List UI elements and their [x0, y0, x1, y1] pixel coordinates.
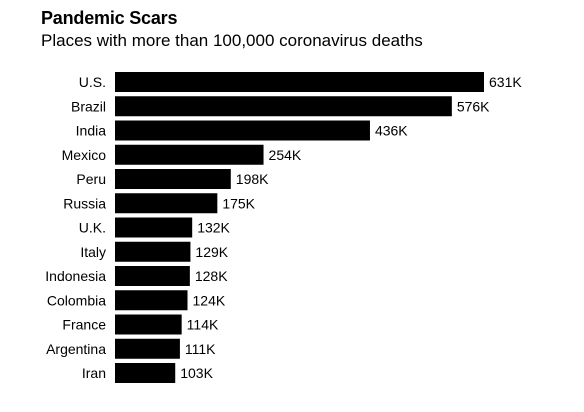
category-label: Russia: [63, 195, 106, 211]
category-label: France: [62, 317, 106, 333]
value-label: 103K: [180, 365, 213, 381]
value-label: 124K: [193, 292, 226, 308]
bar: [115, 120, 370, 141]
bar: [115, 96, 452, 117]
bar: [115, 266, 190, 286]
category-label: Italy: [80, 244, 106, 260]
category-label: Iran: [82, 365, 106, 381]
bar: [115, 169, 231, 189]
bar: [115, 314, 182, 335]
value-label: 129K: [195, 244, 228, 260]
bar: [115, 144, 264, 165]
bar: [115, 193, 218, 214]
value-label: 128K: [195, 268, 228, 284]
value-label: 132K: [197, 220, 230, 236]
category-label: Argentina: [46, 341, 106, 357]
value-label: 576K: [457, 98, 490, 114]
bar: [115, 363, 176, 383]
category-label: Peru: [76, 171, 106, 187]
bar: [115, 290, 188, 311]
chart-title: Pandemic Scars: [41, 8, 178, 28]
category-label: U.K.: [79, 220, 106, 236]
bar: [115, 241, 191, 262]
bar: [115, 217, 193, 238]
value-label: 175K: [222, 195, 255, 211]
category-label: India: [76, 123, 107, 139]
category-label: Colombia: [47, 292, 106, 308]
category-label: Brazil: [71, 98, 106, 114]
value-label: 111K: [185, 341, 216, 357]
bar: [115, 338, 180, 359]
category-label: Indonesia: [45, 268, 106, 284]
value-label: 198K: [236, 171, 269, 187]
category-label: Mexico: [62, 147, 107, 163]
value-label: 436K: [375, 123, 408, 139]
value-label: 114K: [187, 317, 219, 333]
category-label: U.S.: [79, 74, 106, 90]
chart-subtitle: Places with more than 100,000 coronaviru…: [41, 31, 423, 50]
value-label: 631K: [489, 74, 522, 90]
value-label: 254K: [269, 147, 302, 163]
bar: [115, 72, 484, 92]
